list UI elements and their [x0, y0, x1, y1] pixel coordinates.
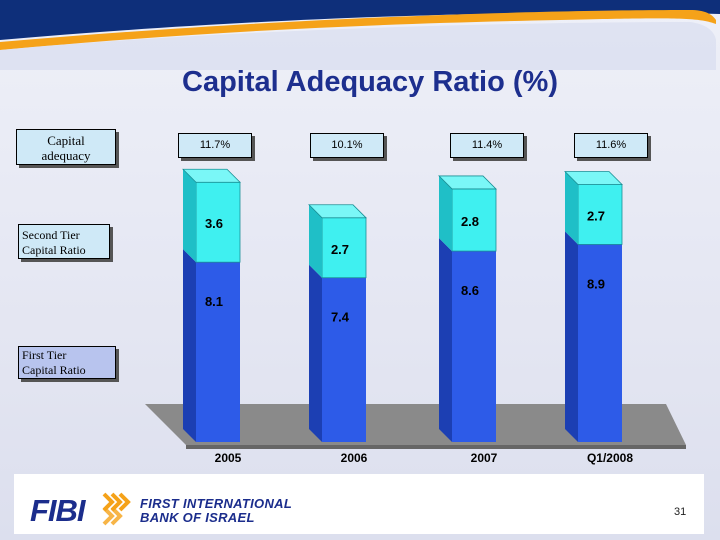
legend-first-line2: Capital Ratio	[22, 363, 86, 377]
legend-first-line1: First Tier	[22, 348, 67, 362]
second-tier-value-q1-2008: 2.7	[587, 208, 605, 223]
bar-top-2007	[438, 175, 497, 190]
bar-top-q1-2008	[564, 171, 623, 185]
first-tier-value-2007: 8.6	[461, 283, 479, 298]
banner-navy-band	[0, 0, 720, 40]
chart-floor-edge	[186, 445, 686, 449]
second-tier-value-2006: 2.7	[331, 242, 349, 257]
page-number: 31	[674, 506, 687, 518]
legend-second-line2: Capital Ratio	[22, 243, 86, 257]
bar-second-tier-side-2007	[439, 175, 452, 252]
header-banner	[0, 0, 720, 70]
bar-first-tier-side-2005	[183, 249, 196, 442]
chart-floor	[145, 404, 686, 445]
legend-first-tier: First Tier Capital Ratio	[18, 346, 116, 379]
total-label-2006: 10.1%	[310, 133, 384, 158]
total-label-q1-2008: 11.6%	[574, 133, 648, 158]
bar-first-tier-q1-2008	[578, 244, 622, 442]
bank-name-line1: FIRST INTERNATIONAL	[140, 496, 293, 511]
second-tier-value-2007: 2.8	[461, 214, 479, 229]
bar-first-tier-side-2006	[309, 264, 322, 442]
chart-title: Capital Adequacy Ratio (%)	[182, 66, 558, 98]
first-tier-value-q1-2008: 8.9	[587, 276, 605, 291]
banner-blue-swoosh	[0, 22, 716, 70]
bar-top-2006	[308, 204, 367, 219]
first-tier-value-2005: 8.1	[205, 294, 223, 309]
legend-second-tier: Second Tier Capital Ratio	[18, 224, 110, 259]
bar-first-tier-2007	[452, 251, 496, 442]
bar-first-tier-side-2007	[439, 238, 452, 442]
fibi-logo-mark	[102, 492, 131, 526]
bar-top-2005	[182, 168, 241, 183]
second-tier-value-2005: 3.6	[205, 216, 223, 231]
bar-second-tier-side-2005	[183, 169, 196, 263]
bar-second-tier-side-2006	[309, 204, 322, 278]
bar-second-tier-q1-2008	[577, 184, 623, 245]
legend-capital-adequacy: Capital adequacy	[16, 129, 116, 165]
x-tick-label-q1-2008: Q1/2008	[587, 451, 633, 465]
footer: FIBI FIRST INTERNATIONAL BANK OF ISRAEL …	[14, 474, 704, 534]
x-tick-label-2005: 2005	[215, 451, 242, 465]
legend-second-line1: Second Tier	[22, 228, 80, 242]
bank-name-line2: BANK OF ISRAEL	[140, 510, 255, 525]
first-tier-value-2006: 7.4	[331, 310, 350, 325]
bar-second-tier-2007	[451, 188, 497, 252]
bar-second-tier-side-q1-2008	[565, 171, 578, 245]
bar-first-tier-2006	[322, 277, 366, 442]
x-tick-label-2007: 2007	[471, 451, 498, 465]
fibi-logo-text: FIBI	[30, 493, 86, 528]
total-label-2007: 11.4%	[450, 133, 524, 158]
legend-total-line2: adequacy	[41, 148, 91, 163]
total-label-2005: 11.7%	[178, 133, 252, 158]
banner-orange-stripe	[0, 10, 716, 50]
legend-total-line1: Capital	[47, 133, 85, 148]
bar-first-tier-side-q1-2008	[565, 231, 578, 442]
bar-first-tier-2005	[196, 262, 240, 442]
x-tick-label-2006: 2006	[341, 451, 368, 465]
bar-second-tier-2005	[195, 181, 241, 263]
